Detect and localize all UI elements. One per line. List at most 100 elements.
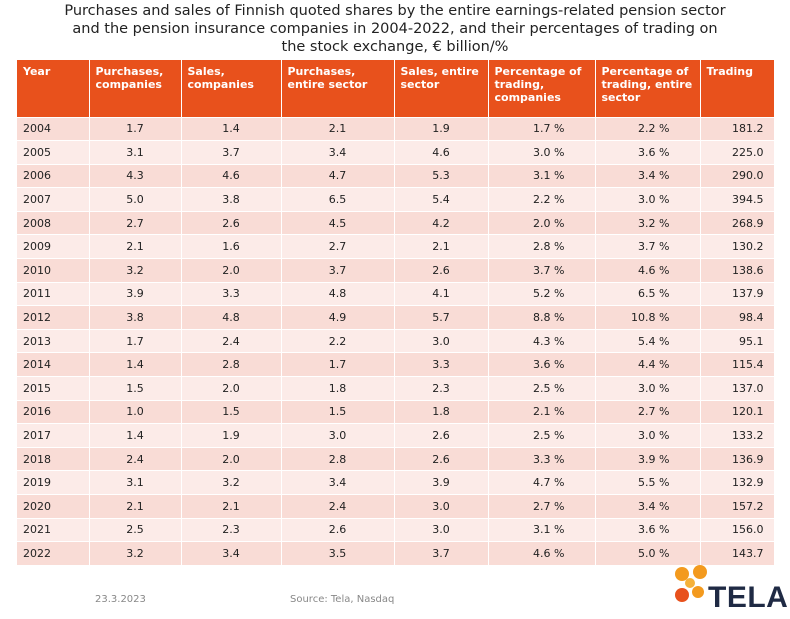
table-cell: 2.6 xyxy=(394,258,489,283)
table-cell: 143.7 xyxy=(700,541,775,566)
table-cell: 6.5 % xyxy=(595,281,701,306)
table-cell: 2013 xyxy=(17,328,90,353)
table-row: 2019 3.1 3.2 3.4 3.9 4.7 % 5.5 % 132.9 xyxy=(17,470,775,495)
table-cell: 6.5 xyxy=(281,187,395,212)
logo-petal-top-left xyxy=(675,567,689,581)
table-cell: 4.6 % xyxy=(488,541,596,566)
column-header: Year xyxy=(17,60,90,117)
table-cell: 2022 xyxy=(17,541,90,566)
table-cell: 5.5 % xyxy=(595,470,701,495)
table-cell: 1.8 xyxy=(394,399,489,424)
table-cell: 3.2 % xyxy=(595,210,701,235)
table-cell: 3.1 % xyxy=(488,517,596,542)
table-cell: 1.5 xyxy=(181,399,282,424)
footer-source: Source: Tela, Nasdaq xyxy=(290,594,395,605)
table-cell: 133.2 xyxy=(700,423,775,448)
table-cell: 4.4 % xyxy=(595,352,701,377)
table-row: 2013 1.7 2.4 2.2 3.0 4.3 % 5.4 % 95.1 xyxy=(17,328,775,353)
table-cell: 2.7 xyxy=(89,210,182,235)
table-row: 2004 1.7 1.4 2.1 1.9 1.7 % 2.2 % 181.2 xyxy=(17,116,775,141)
table-cell: 137.9 xyxy=(700,281,775,306)
column-header: Sales, companies xyxy=(181,60,282,117)
logo-petal-bottom-left xyxy=(675,588,689,602)
table-cell: 225.0 xyxy=(700,140,775,165)
table-cell: 115.4 xyxy=(700,352,775,377)
table-body: 2004 1.7 1.4 2.1 1.9 1.7 % 2.2 % 181.2 2005 3.1 3.… xyxy=(17,116,775,566)
table-cell: 130.2 xyxy=(700,234,775,259)
table-cell: 3.4 xyxy=(281,470,395,495)
table-cell: 2.1 xyxy=(394,234,489,259)
table-cell: 2.4 xyxy=(181,328,282,353)
table-cell: 3.7 % xyxy=(488,258,596,283)
table-cell: 95.1 xyxy=(700,328,775,353)
table-cell: 5.4 % xyxy=(595,328,701,353)
table-cell: 120.1 xyxy=(700,399,775,424)
table-row: 2022 3.2 3.4 3.5 3.7 4.6 % 5.0 % 143.7 xyxy=(17,541,775,566)
table-cell: 3.0 % xyxy=(595,376,701,401)
table-cell: 2.1 xyxy=(89,494,182,519)
column-header: Sales, entire sector xyxy=(394,60,489,117)
table-cell: 4.3 % xyxy=(488,328,596,353)
table-cell: 2.8 xyxy=(181,352,282,377)
table-cell: 5.3 xyxy=(394,163,489,188)
table-cell: 4.8 xyxy=(181,305,282,330)
table-cell: 1.7 % xyxy=(488,116,596,141)
table-cell: 4.3 xyxy=(89,163,182,188)
logo-center xyxy=(685,578,695,588)
table-cell: 3.6 % xyxy=(595,517,701,542)
table-cell: 2006 xyxy=(17,163,90,188)
table-cell: 2.2 xyxy=(281,328,395,353)
table-cell: 3.2 xyxy=(89,541,182,566)
table-cell: 98.4 xyxy=(700,305,775,330)
table-cell: 5.0 xyxy=(89,187,182,212)
table-cell: 2007 xyxy=(17,187,90,212)
table-row: 2015 1.5 2.0 1.8 2.3 2.5 % 3.0 % 137.0 xyxy=(17,376,775,401)
table-cell: 2.0 xyxy=(181,258,282,283)
table-row: 2018 2.4 2.0 2.8 2.6 3.3 % 3.9 % 136.9 xyxy=(17,446,775,471)
table-cell: 3.0 % xyxy=(595,187,701,212)
table-cell: 4.1 xyxy=(394,281,489,306)
table-cell: 3.6 % xyxy=(595,140,701,165)
table-cell: 3.9 xyxy=(89,281,182,306)
table-cell: 3.0 % xyxy=(488,140,596,165)
table-cell: 3.0 % xyxy=(595,423,701,448)
table-cell: 2.5 % xyxy=(488,376,596,401)
table-cell: 2019 xyxy=(17,470,90,495)
table-row: 2011 3.9 3.3 4.8 4.1 5.2 % 6.5 % 137.9 xyxy=(17,281,775,306)
table-cell: 3.1 % xyxy=(488,163,596,188)
table-cell: 4.5 xyxy=(281,210,395,235)
table-cell: 4.2 xyxy=(394,210,489,235)
table-cell: 2.2 % xyxy=(488,187,596,212)
table-cell: 2.2 % xyxy=(595,116,701,141)
table-cell: 3.2 xyxy=(89,258,182,283)
table-cell: 4.6 xyxy=(394,140,489,165)
table-cell: 10.8 % xyxy=(595,305,701,330)
table-cell: 2.5 % xyxy=(488,423,596,448)
table-cell: 2.3 xyxy=(394,376,489,401)
column-header: Trading xyxy=(700,60,775,117)
table-cell: 1.7 xyxy=(89,116,182,141)
table-cell: 4.9 xyxy=(281,305,395,330)
table-cell: 2.0 xyxy=(181,376,282,401)
table-cell: 1.7 xyxy=(89,328,182,353)
table-cell: 2.7 % xyxy=(488,494,596,519)
table-row: 2007 5.0 3.8 6.5 5.4 2.2 % 3.0 % 394.5 xyxy=(17,187,775,212)
table-cell: 2004 xyxy=(17,116,90,141)
table-cell: 1.9 xyxy=(181,423,282,448)
table-cell: 3.1 xyxy=(89,140,182,165)
table-row: 2010 3.2 2.0 3.7 2.6 3.7 % 4.6 % 138.6 xyxy=(17,258,775,283)
table-cell: 2005 xyxy=(17,140,90,165)
footer-date: 23.3.2023 xyxy=(95,594,146,605)
table-cell: 2008 xyxy=(17,210,90,235)
table-cell: 3.0 xyxy=(394,517,489,542)
table-cell: 136.9 xyxy=(700,446,775,471)
table-cell: 2012 xyxy=(17,305,90,330)
table-cell: 2.8 % xyxy=(488,234,596,259)
table-row: 2009 2.1 1.6 2.7 2.1 2.8 % 3.7 % 130.2 xyxy=(17,234,775,259)
table-row: 2021 2.5 2.3 2.6 3.0 3.1 % 3.6 % 156.0 xyxy=(17,517,775,542)
table-cell: 2.4 xyxy=(281,494,395,519)
table-cell: 137.0 xyxy=(700,376,775,401)
table-row: 2012 3.8 4.8 4.9 5.7 8.8 % 10.8 % 98.4 xyxy=(17,305,775,330)
table-cell: 3.7 xyxy=(281,258,395,283)
table-cell: 2014 xyxy=(17,352,90,377)
